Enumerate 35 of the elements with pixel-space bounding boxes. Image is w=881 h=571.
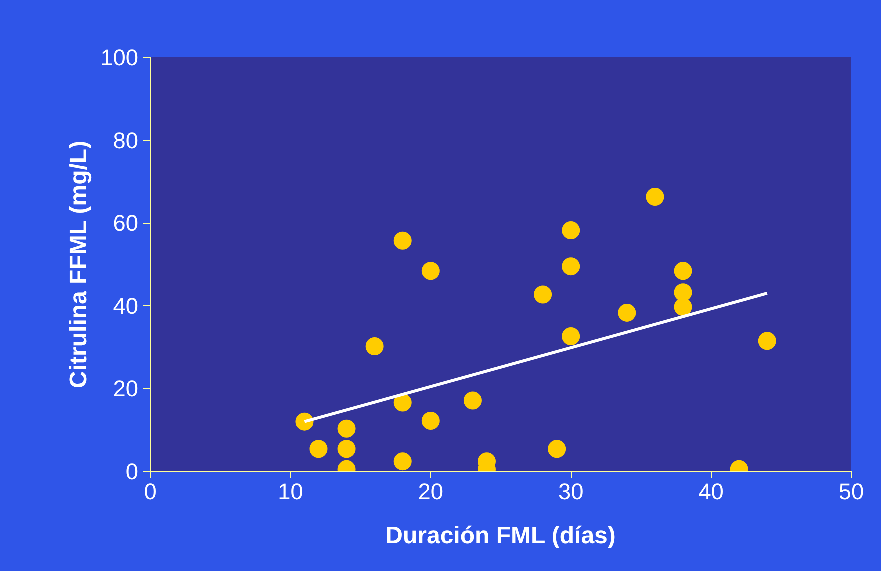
x-tick-label: 30 (558, 478, 584, 504)
x-tick-label: 20 (418, 478, 444, 504)
point (422, 262, 440, 280)
point (394, 394, 412, 412)
x-tick-label: 10 (278, 478, 304, 504)
point (338, 440, 356, 458)
y-axis-title: Citrulina FFML (mg/L) (66, 140, 93, 388)
point (646, 188, 664, 206)
point (366, 337, 384, 356)
y-tick-label: 80 (113, 127, 138, 154)
point (548, 440, 566, 458)
x-tick-label: 0 (144, 478, 157, 504)
x-tick-label: 40 (698, 478, 724, 504)
x-tick-label: 50 (838, 478, 864, 504)
point (674, 262, 692, 280)
y-tick-label: 0 (126, 458, 139, 484)
y-tick-label: 40 (113, 292, 138, 319)
point (562, 222, 580, 240)
point (464, 392, 482, 410)
y-tick-label: 60 (113, 210, 138, 236)
point (674, 284, 692, 302)
point (310, 440, 328, 458)
point (674, 298, 692, 316)
point (422, 412, 440, 430)
point (562, 328, 580, 346)
point (338, 420, 356, 438)
y-tick-label: 20 (113, 376, 138, 402)
point (562, 258, 580, 276)
point (618, 304, 636, 322)
point (534, 286, 552, 304)
point (394, 232, 412, 250)
point (394, 452, 412, 471)
x-axis-title: Duración FML (días) (386, 522, 616, 550)
point (758, 332, 776, 350)
y-tick-label: 100 (100, 44, 139, 70)
